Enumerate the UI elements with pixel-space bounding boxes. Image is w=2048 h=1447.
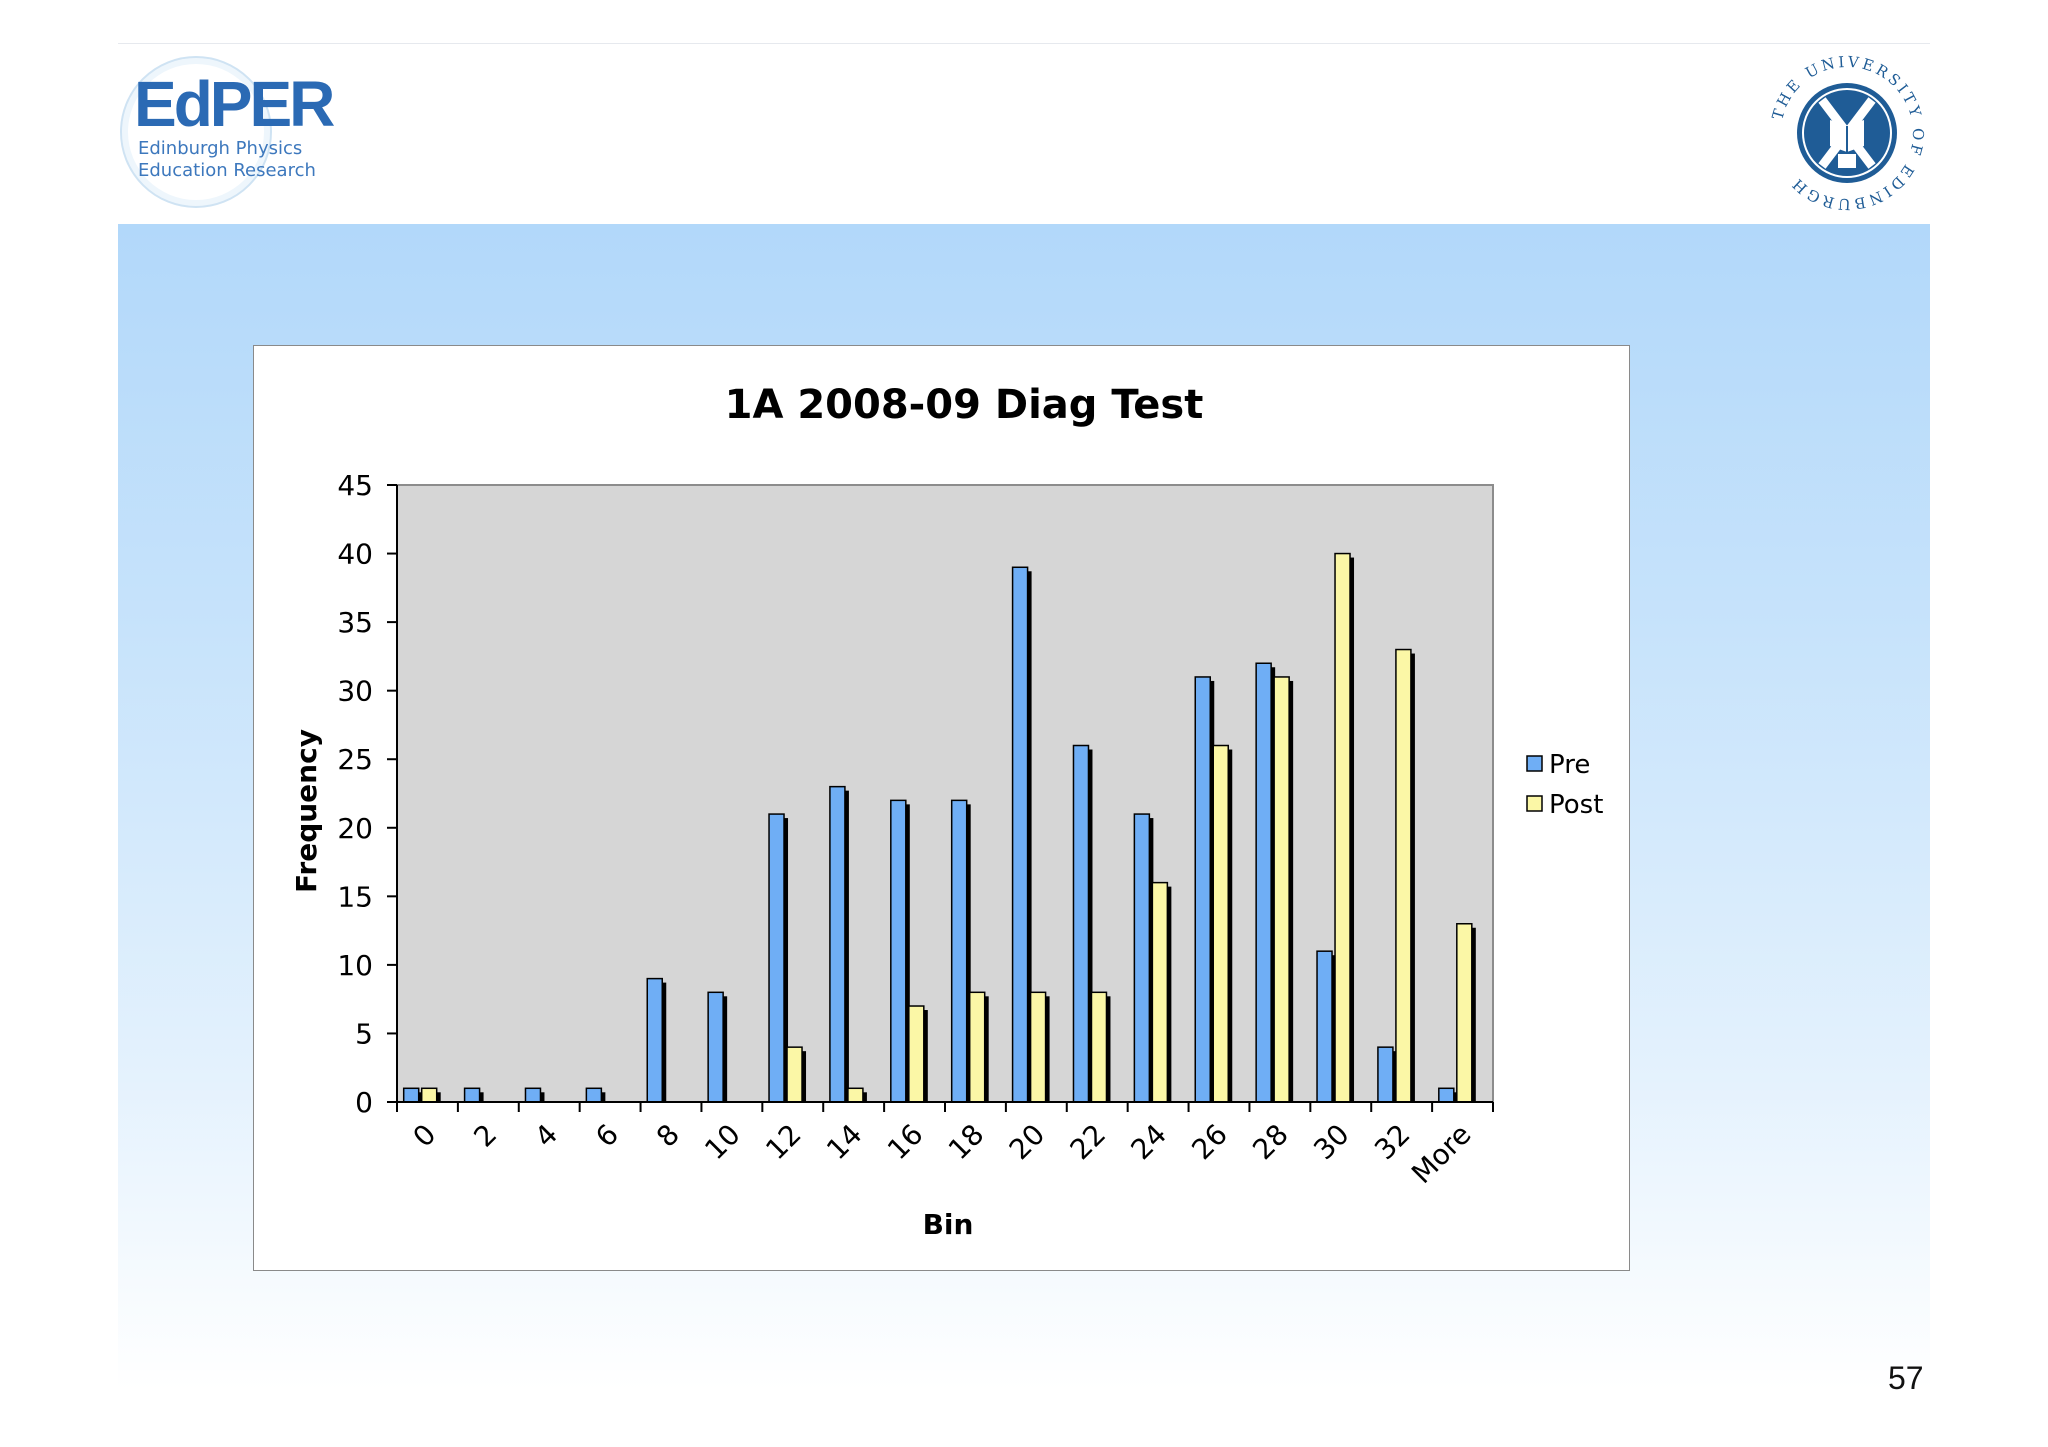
y-tick-label-20: 20 — [337, 812, 373, 845]
x-tick-label-10: 10 — [698, 1118, 747, 1167]
bar-pre-18 — [950, 799, 968, 1103]
legend-label-post: Post — [1549, 790, 1603, 820]
bar-post-more — [1456, 923, 1473, 1103]
x-tick-label-8: 8 — [650, 1118, 686, 1154]
legend-swatch-post — [1526, 795, 1543, 812]
y-tick-label-35: 35 — [337, 606, 373, 639]
x-axis-label: Bin — [923, 1208, 974, 1241]
bar-post-0 — [420, 1087, 438, 1103]
chart-legend: Pre Post — [1526, 750, 1603, 820]
bar-pre-20 — [1011, 566, 1029, 1103]
bar-post-28 — [1273, 676, 1290, 1103]
edper-logo-ring — [120, 56, 272, 208]
edper-logo-subtitle-2: Education Research — [138, 160, 316, 181]
bar-post-30 — [1334, 552, 1351, 1103]
y-tick-label-0: 0 — [355, 1086, 373, 1119]
x-tick-label-24: 24 — [1125, 1118, 1174, 1167]
y-tick-label-40: 40 — [337, 538, 373, 571]
bar-pre-8 — [646, 977, 664, 1103]
x-tick-label-32: 32 — [1368, 1118, 1417, 1167]
bar-pre-14 — [829, 785, 846, 1103]
university-of-edinburgh-seal: THE UNIVERSITY OF EDINBURGH — [1768, 53, 1924, 214]
bar-post-26 — [1212, 744, 1230, 1103]
x-tick-label-2: 2 — [467, 1118, 503, 1154]
bar-pre-6 — [585, 1087, 603, 1103]
edper-logo-wordmark: EdPER — [134, 68, 335, 140]
y-tick-label-45: 45 — [337, 469, 373, 502]
bar-post-22 — [1090, 991, 1108, 1103]
bar-pre-22 — [1072, 744, 1090, 1103]
bar-post-14 — [847, 1087, 864, 1103]
bar-pre-26 — [1194, 676, 1212, 1103]
chart-title: 1A 2008-09 Diag Test — [725, 382, 1204, 428]
bar-pre-24 — [1133, 813, 1151, 1103]
x-tick-label-6: 6 — [589, 1118, 625, 1154]
x-tick-label-30: 30 — [1307, 1118, 1356, 1167]
y-tick-label-10: 10 — [337, 949, 373, 982]
bar-post-32 — [1395, 648, 1412, 1103]
bar-pre-32 — [1377, 1046, 1394, 1103]
edper-logo-subtitle-1: Edinburgh Physics — [138, 138, 303, 159]
x-tick-label-18: 18 — [942, 1118, 991, 1167]
x-tick-label-4: 4 — [528, 1118, 564, 1154]
bar-pre-4 — [524, 1087, 542, 1103]
bar-pre-28 — [1255, 662, 1272, 1103]
bar-post-18 — [968, 991, 986, 1103]
plot-area — [396, 484, 1494, 1103]
y-tick-label-5: 5 — [355, 1017, 373, 1050]
x-tick-label-12: 12 — [759, 1118, 808, 1167]
chart-panel: 1A 2008-09 Diag Test 0 5 10 15 20 25 30 35 40 45 0… — [253, 345, 1630, 1271]
y-tick-label-25: 25 — [337, 743, 373, 776]
x-tick-label-16: 16 — [881, 1118, 930, 1167]
y-axis-label: Frequency — [290, 729, 323, 893]
x-tick-label-14: 14 — [820, 1118, 869, 1167]
x-tick-label-22: 22 — [1064, 1118, 1113, 1167]
x-tick-label-0: 0 — [406, 1118, 442, 1154]
bar-post-20 — [1029, 991, 1047, 1103]
bar-post-24 — [1151, 881, 1169, 1103]
x-tick-label-28: 28 — [1246, 1118, 1295, 1167]
bar-pre-0 — [402, 1087, 420, 1103]
bar-post-12 — [786, 1046, 803, 1103]
legend-swatch-pre — [1526, 755, 1543, 772]
bar-pre-30 — [1316, 950, 1333, 1103]
bar-chart: 1A 2008-09 Diag Test 0 5 10 15 20 25 30 35 40 45 0… — [290, 382, 1603, 1241]
header-divider — [118, 43, 1930, 44]
bar-pre-more — [1438, 1087, 1455, 1103]
bar-post-16 — [908, 1005, 925, 1103]
edper-logo: EdPER Edinburgh Physics Education Resear… — [118, 56, 335, 212]
y-tick-label-30: 30 — [337, 675, 373, 708]
x-tick-label-26: 26 — [1185, 1118, 1234, 1167]
x-tick-label-more: More — [1405, 1118, 1477, 1190]
bar-pre-10 — [707, 991, 724, 1103]
x-tick-label-20: 20 — [1003, 1118, 1052, 1167]
bar-pre-16 — [890, 799, 907, 1103]
y-tick-label-15: 15 — [337, 880, 373, 913]
bar-pre-2 — [463, 1087, 481, 1103]
legend-label-pre: Pre — [1549, 750, 1590, 780]
bar-pre-12 — [768, 813, 785, 1103]
page-number: 57 — [1888, 1360, 1924, 1396]
